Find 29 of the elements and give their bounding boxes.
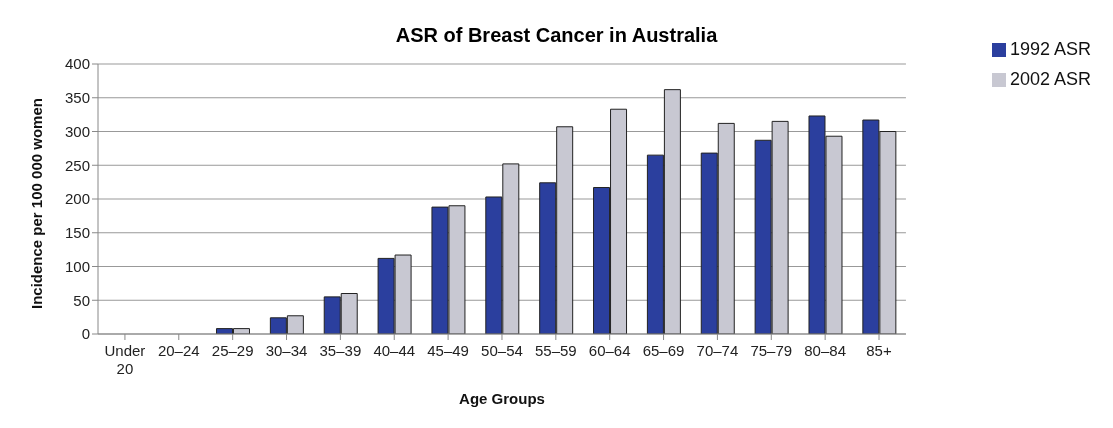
x-tick-label: 85+ (866, 342, 892, 359)
x-tick-label: 35–39 (319, 342, 362, 359)
x-tick-label: 55–59 (534, 342, 577, 359)
y-tick-label: 350 (64, 89, 90, 107)
y-tick-label: 250 (64, 156, 90, 174)
x-tick-label: 30–34 (265, 342, 308, 359)
y-tick-label: 300 (64, 122, 90, 140)
x-tick-label: 80–84 (804, 342, 846, 359)
y-tick-label: 150 (64, 224, 90, 242)
y-tick-label: 0 (81, 325, 90, 343)
legend-label: 2002 ASR (1009, 69, 1091, 89)
x-tick-label: 70–74 (696, 342, 739, 359)
x-tick-label: 75–79 (750, 342, 793, 359)
y-tick-label: 100 (64, 257, 90, 275)
x-tick-label: Under 20 (104, 342, 146, 377)
x-tick-label: 20–24 (157, 342, 200, 359)
y-axis-title: Incidence per 100 000 women (28, 98, 46, 309)
x-tick-label: 60–64 (588, 342, 631, 359)
y-tick-label: 50 (73, 291, 90, 309)
chart-title: ASR of Breast Cancer in Australia (395, 24, 718, 46)
y-tick-label: 400 (64, 55, 90, 73)
x-tick-label: 65–69 (642, 342, 685, 359)
x-tick-label: 40–44 (373, 342, 416, 359)
x-tick-label: 50–54 (481, 342, 523, 359)
x-tick-label: 25–29 (211, 342, 254, 359)
x-axis-title: Age Groups (459, 390, 545, 407)
legend-label: 1992 ASR (1009, 39, 1091, 59)
x-tick-label: 45–49 (427, 342, 469, 359)
y-tick-label: 200 (64, 190, 90, 208)
